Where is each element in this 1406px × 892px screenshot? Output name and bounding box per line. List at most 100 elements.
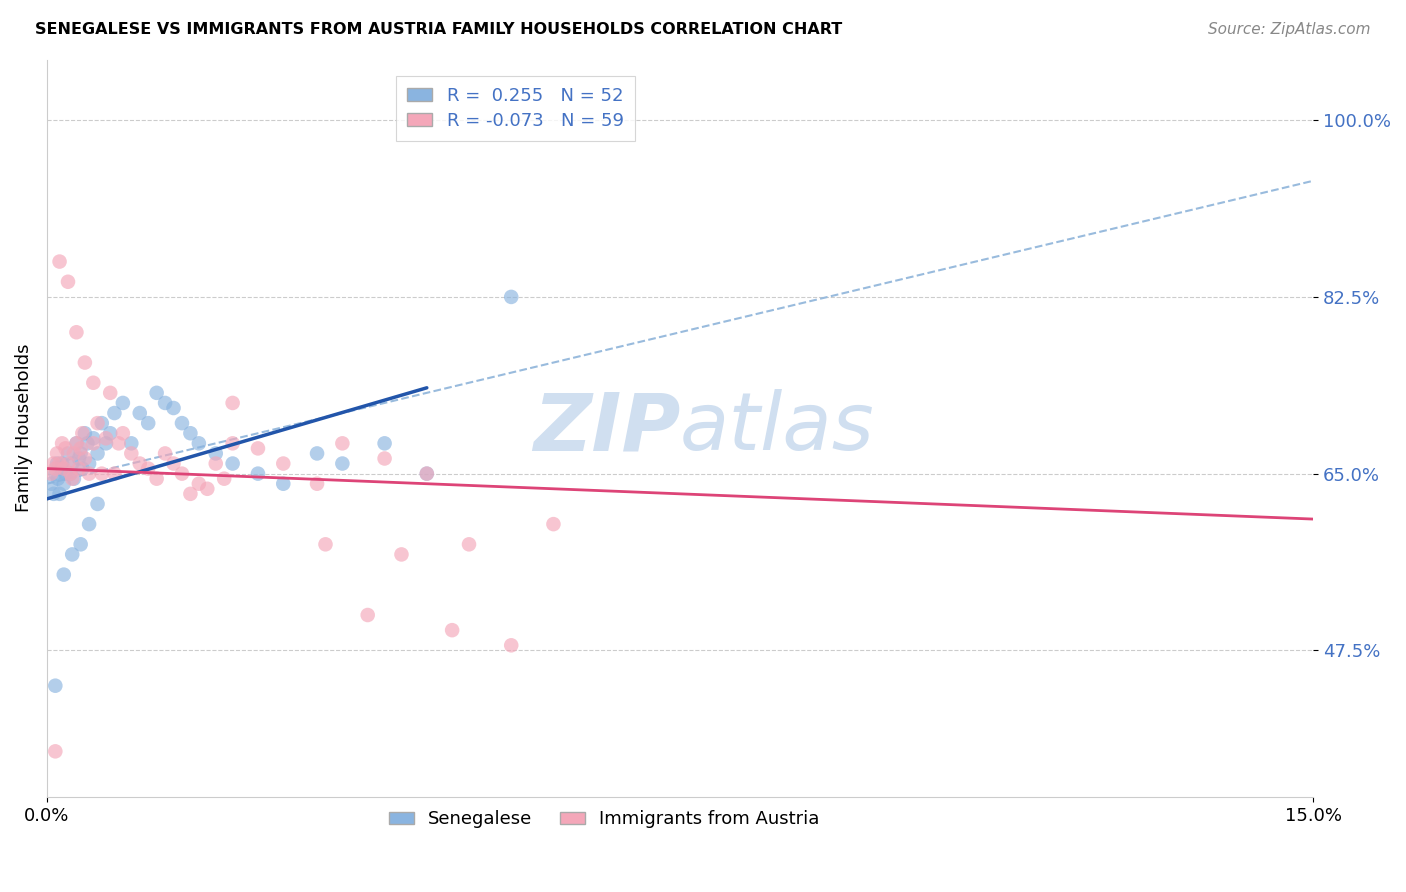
Point — [46, 472, 69, 486]
Point — [179, 426, 201, 441]
Point — [98, 385, 121, 400]
Point — [94, 436, 117, 450]
Text: ZIP: ZIP — [533, 389, 681, 467]
Point — [145, 385, 167, 400]
Point — [60, 457, 83, 471]
Point — [315, 537, 337, 551]
Point — [59, 467, 82, 481]
Point — [501, 290, 523, 304]
Point — [73, 451, 96, 466]
Point — [221, 457, 243, 471]
Point — [332, 457, 354, 471]
Point — [46, 446, 69, 460]
Point — [374, 451, 396, 466]
Point — [86, 446, 108, 460]
Point — [51, 461, 73, 475]
Point — [145, 472, 167, 486]
Point — [51, 436, 73, 450]
Point — [187, 436, 209, 450]
Point — [221, 436, 243, 450]
Point — [305, 446, 328, 460]
Point — [56, 457, 79, 471]
Point — [69, 446, 91, 460]
Point — [82, 431, 104, 445]
Point — [77, 467, 100, 481]
Point — [120, 446, 142, 460]
Point — [59, 467, 82, 481]
Point — [65, 436, 87, 450]
Point — [246, 467, 269, 481]
Point — [44, 467, 66, 481]
Point — [52, 476, 75, 491]
Point — [94, 431, 117, 445]
Point — [246, 442, 269, 456]
Point — [44, 679, 66, 693]
Point — [162, 401, 184, 415]
Point — [67, 451, 90, 466]
Point — [441, 623, 464, 637]
Point — [103, 406, 125, 420]
Point — [72, 461, 94, 475]
Point — [55, 467, 77, 481]
Point — [212, 472, 235, 486]
Point — [39, 476, 62, 491]
Point — [82, 436, 104, 450]
Point — [153, 446, 176, 460]
Point — [416, 467, 439, 481]
Point — [374, 436, 396, 450]
Point — [42, 487, 65, 501]
Point — [153, 396, 176, 410]
Text: atlas: atlas — [681, 389, 875, 467]
Point — [128, 457, 150, 471]
Point — [170, 467, 193, 481]
Point — [63, 472, 86, 486]
Point — [52, 567, 75, 582]
Point — [416, 467, 439, 481]
Point — [195, 482, 218, 496]
Point — [56, 446, 79, 460]
Point — [73, 426, 96, 441]
Point — [51, 457, 73, 471]
Point — [86, 416, 108, 430]
Point — [179, 487, 201, 501]
Y-axis label: Family Households: Family Households — [15, 344, 32, 512]
Point — [204, 457, 226, 471]
Point — [162, 457, 184, 471]
Point — [82, 376, 104, 390]
Point — [170, 416, 193, 430]
Point — [357, 607, 380, 622]
Point — [77, 457, 100, 471]
Point — [136, 416, 159, 430]
Point — [111, 396, 134, 410]
Point — [77, 517, 100, 532]
Point — [60, 548, 83, 562]
Point — [90, 416, 112, 430]
Point — [128, 406, 150, 420]
Point — [65, 436, 87, 450]
Point — [107, 436, 129, 450]
Point — [42, 457, 65, 471]
Point — [44, 461, 66, 475]
Point — [332, 436, 354, 450]
Point — [63, 446, 86, 460]
Legend: Senegalese, Immigrants from Austria: Senegalese, Immigrants from Austria — [381, 803, 827, 836]
Point — [55, 442, 77, 456]
Point — [44, 744, 66, 758]
Point — [52, 461, 75, 475]
Point — [46, 457, 69, 471]
Point — [90, 467, 112, 481]
Point — [204, 446, 226, 460]
Point — [136, 461, 159, 475]
Point — [391, 548, 413, 562]
Point — [76, 436, 98, 450]
Point — [65, 325, 87, 339]
Point — [305, 476, 328, 491]
Point — [86, 497, 108, 511]
Point — [48, 487, 70, 501]
Point — [73, 355, 96, 369]
Point — [120, 436, 142, 450]
Text: Source: ZipAtlas.com: Source: ZipAtlas.com — [1208, 22, 1371, 37]
Point — [72, 426, 94, 441]
Point — [543, 517, 565, 532]
Point — [501, 638, 523, 652]
